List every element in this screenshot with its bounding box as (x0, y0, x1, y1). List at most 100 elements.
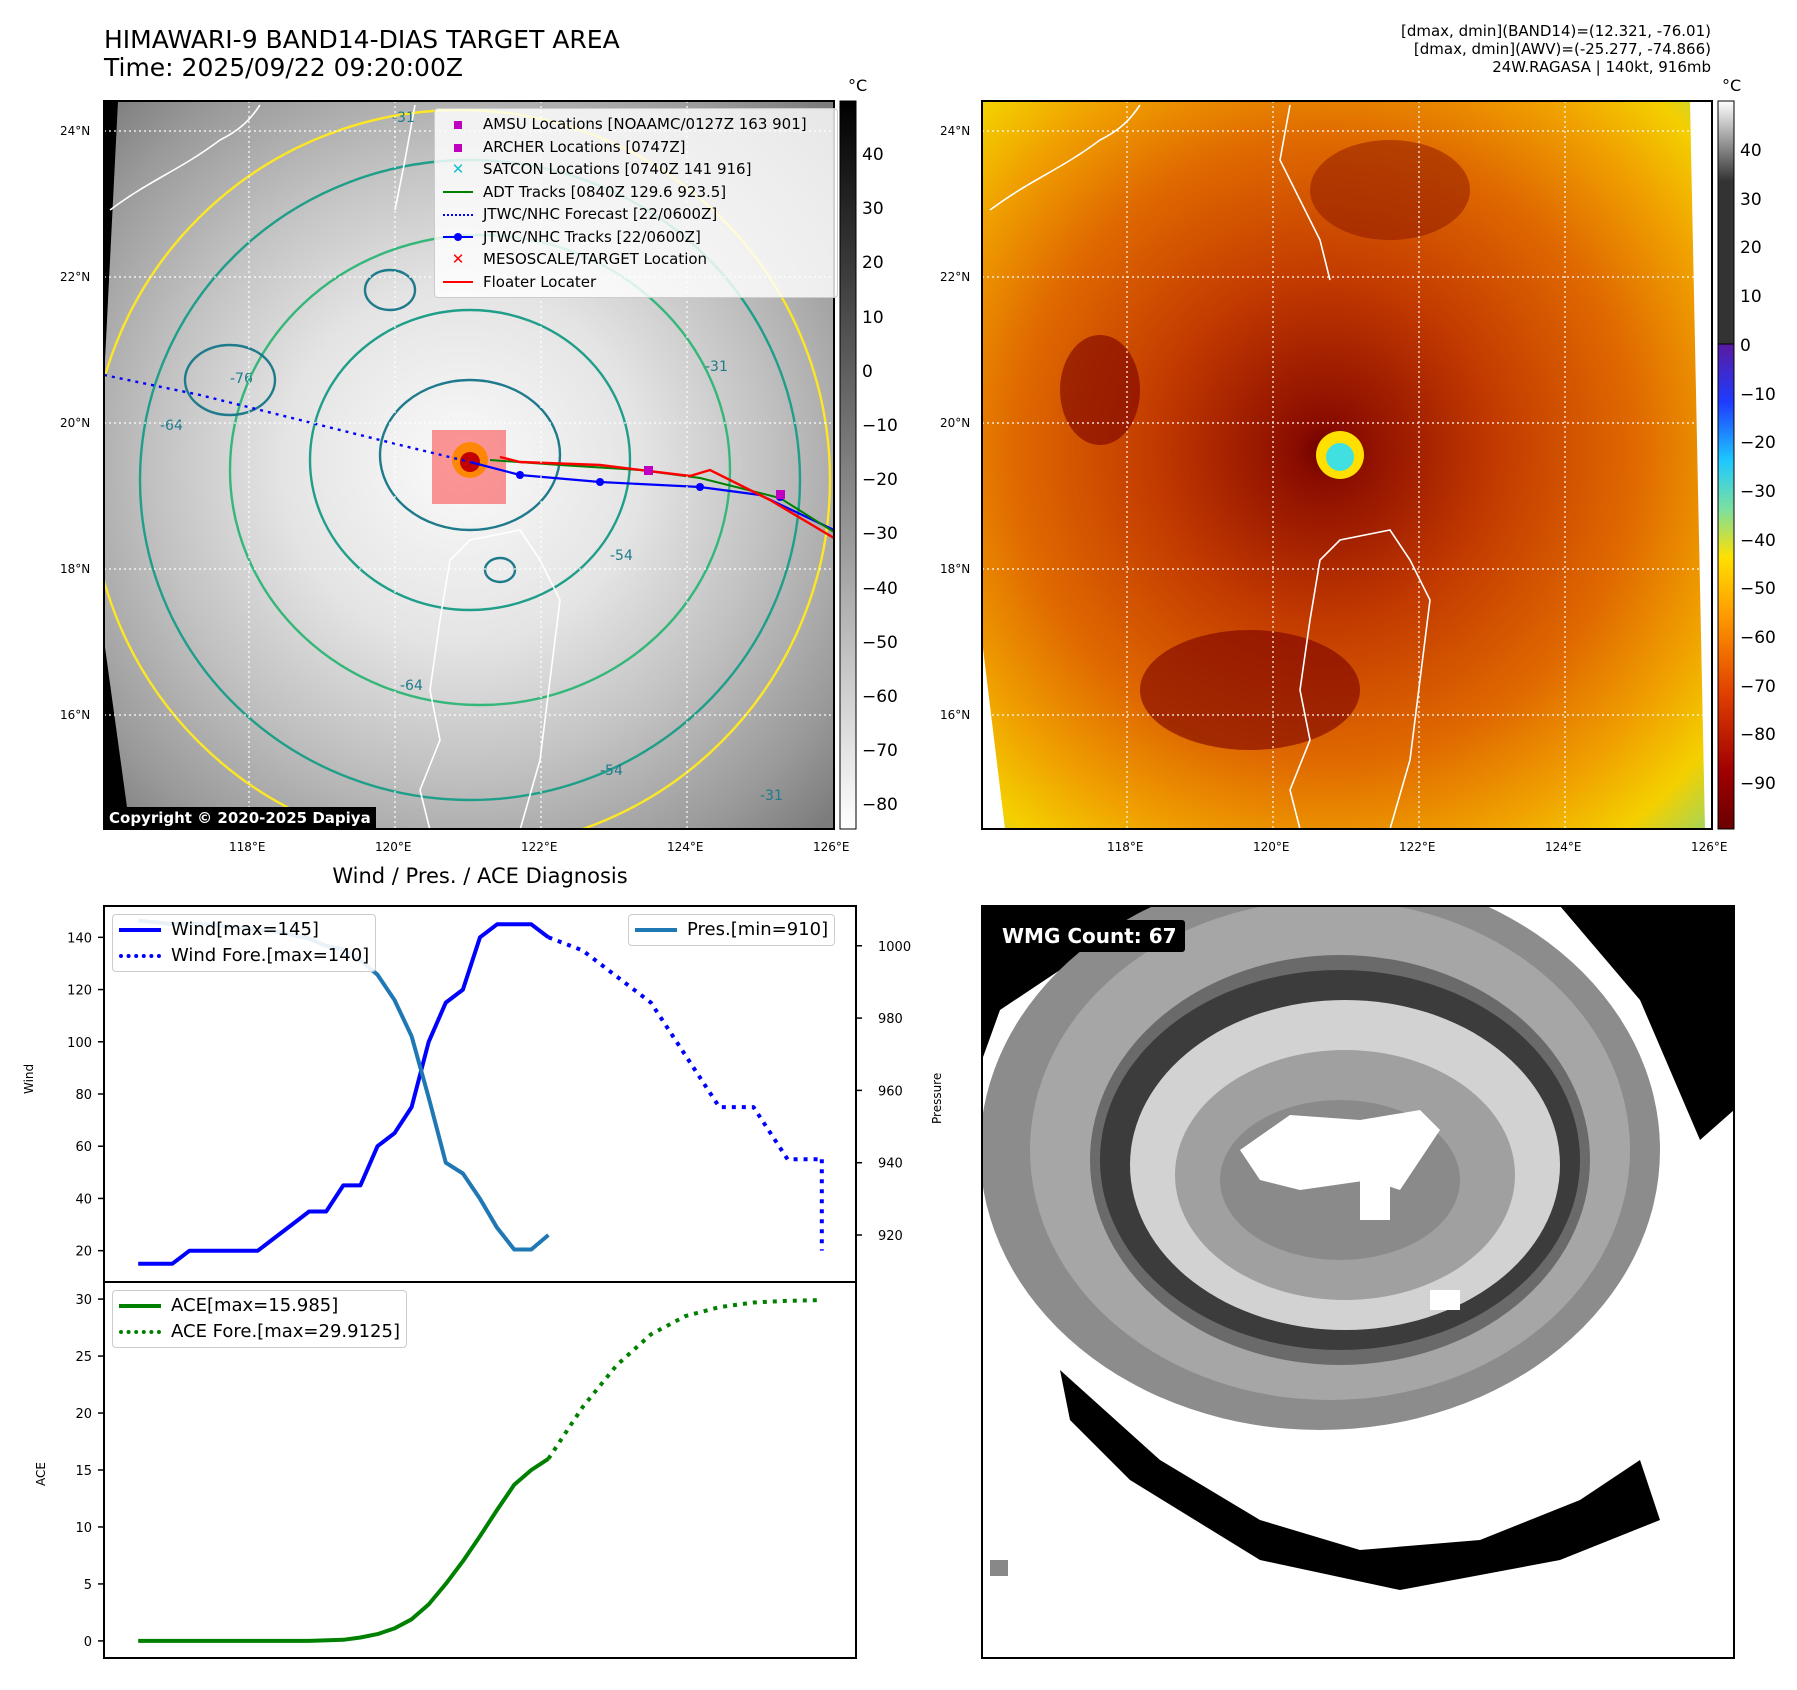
legend-line-icon (119, 1330, 161, 1334)
lon-label-right: 126°E (1691, 840, 1728, 854)
chart-legend-item: ACE[max=15.985] (119, 1293, 400, 1319)
right-colorbar-cold (1717, 343, 1735, 830)
map-legend-item: ✕ MESOSCALE/TARGET Location (441, 248, 831, 271)
wind-legend: Wind[max=145] Wind Fore.[max=140] (112, 914, 377, 972)
ace-axis-label: ACE (34, 1462, 48, 1486)
y2-tick-label: 960 (878, 1084, 903, 1099)
lat-label-right: 18°N (940, 562, 971, 576)
colorbar-tick-label: 30 (862, 199, 884, 220)
y-tick-label: 120 (67, 984, 92, 999)
colorbar-tick-label: −10 (1740, 384, 1776, 405)
contour-label: -76 (230, 371, 253, 387)
lon-label-right: 122°E (1399, 840, 1436, 854)
right-ir-image (982, 101, 1712, 829)
pressure-legend: Pres.[min=910] (628, 914, 836, 946)
legend-line-icon (635, 928, 677, 932)
info-line-2: [dmax, dmin](AWV)=(-25.277, -74.866) (1413, 40, 1711, 58)
map-legend: AMSU Locations [NOAAMC/0127Z 163 901] ARC… (434, 108, 838, 298)
copyright-label: Copyright © 2020-2025 Dapiya (104, 807, 376, 829)
colorbar-tick-label: −70 (1740, 676, 1776, 697)
y-tick-label: 0 (84, 1635, 92, 1650)
colorbar-tick-label: −10 (862, 416, 898, 436)
colorbar-tick-label: −30 (1740, 481, 1776, 502)
y2-tick-label: 920 (878, 1229, 903, 1244)
title-line-2: Time: 2025/09/22 09:20:00Z (104, 53, 463, 82)
legend-marker-icon (441, 226, 475, 249)
y-tick-label: 30 (75, 1293, 92, 1308)
lon-label-left: 126°E (813, 840, 850, 854)
wind-axis-label: Wind (22, 1063, 36, 1094)
y-tick-label: 40 (75, 1192, 92, 1207)
lat-label-right: 24°N (940, 124, 971, 138)
title-line-1: HIMAWARI-9 BAND14-DIAS TARGET AREA (104, 25, 620, 54)
y-tick-label: 140 (67, 931, 92, 946)
lat-label-left: 24°N (60, 124, 91, 138)
colorbar-tick-label: −50 (862, 632, 898, 653)
contour-label: -64 (160, 418, 183, 434)
legend-label: SATCON Locations [0740Z 141 916] (483, 160, 752, 178)
diagnosis-title: Wind / Pres. / ACE Diagnosis (332, 864, 628, 888)
colorbar-tick-label: −40 (862, 578, 898, 599)
map-legend-item: Floater Locater (441, 271, 831, 294)
legend-label: AMSU Locations [NOAAMC/0127Z 163 901] (483, 115, 807, 133)
right-colorbar-unit: °C (1722, 76, 1742, 95)
legend-label: ACE[max=15.985] (171, 1295, 339, 1316)
chart-legend-item: Wind Fore.[max=140] (119, 943, 369, 969)
y-tick-label: 20 (75, 1407, 92, 1422)
chart-legend-item: Pres.[min=910] (635, 917, 828, 943)
y-tick-label: 5 (84, 1578, 92, 1593)
y-tick-label: 100 (67, 1036, 92, 1051)
contour-label: -31 (760, 788, 783, 804)
legend-label: Pres.[min=910] (687, 919, 829, 940)
contour-label: -54 (610, 548, 633, 564)
pressure-axis-label: Pressure (930, 1072, 944, 1124)
lat-label-left: 18°N (60, 562, 91, 576)
colorbar-tick-label: 0 (862, 361, 873, 382)
right-colorbar-warm (1717, 100, 1735, 345)
legend-label: Wind[max=145] (171, 919, 319, 940)
map-legend-item: JTWC/NHC Tracks [22/0600Z] (441, 226, 831, 249)
lat-label-left: 20°N (60, 416, 91, 430)
colorbar-tick-label: 20 (862, 253, 884, 274)
colorbar-tick-label: −80 (862, 795, 898, 816)
legend-marker-icon (441, 181, 475, 204)
series-line (138, 1457, 550, 1643)
lon-label-right: 118°E (1107, 840, 1144, 854)
legend-label: JTWC/NHC Tracks [22/0600Z] (483, 227, 701, 246)
colorbar-tick-label: 40 (862, 145, 884, 165)
map-legend-item: ARCHER Locations [0747Z] (441, 136, 831, 159)
left-colorbar (839, 100, 857, 830)
legend-marker-icon: ✕ (451, 250, 465, 268)
ace-legend: ACE[max=15.985] ACE Fore.[max=29.9125] (112, 1290, 407, 1348)
lon-label-left: 118°E (229, 840, 266, 854)
legend-label: MESOSCALE/TARGET Location (483, 250, 708, 268)
legend-label: ACE Fore.[max=29.9125] (171, 1321, 400, 1342)
left-colorbar-unit: °C (848, 76, 868, 95)
colorbar-tick-label: 20 (1740, 238, 1762, 259)
contour-label: -54 (600, 763, 623, 779)
colorbar-tick-label: −30 (862, 524, 898, 545)
legend-label: ARCHER Locations [0747Z] (483, 137, 686, 156)
lon-label-left: 120°E (375, 840, 412, 854)
y-tick-label: 20 (75, 1245, 92, 1260)
storm-info: [dmax, dmin](BAND14)=(12.321, -76.01) [d… (1401, 22, 1711, 76)
y2-tick-label: 980 (878, 1012, 903, 1027)
y-tick-label: 15 (75, 1464, 92, 1479)
legend-label: Floater Locater (483, 272, 597, 291)
colorbar-tick-label: −60 (862, 687, 898, 707)
chart-legend-item: Wind[max=145] (119, 917, 369, 943)
legend-label: JTWC/NHC Forecast [22/0600Z] (483, 205, 718, 223)
lat-label-left: 16°N (60, 708, 91, 722)
wmg-count-badge: WMG Count: 67 (994, 920, 1185, 952)
figure-title: HIMAWARI-9 BAND14-DIAS TARGET AREA Time:… (104, 26, 620, 82)
legend-marker-icon (441, 203, 475, 226)
legend-line-icon (119, 954, 161, 958)
diagnosis-chart-layer: 20 40 60 80 100 120 140 920 940 960 980 1000 0 5 10 15 2… (67, 918, 911, 1650)
contour-label: -31 (705, 359, 728, 375)
colorbar-tick-label: −20 (1740, 433, 1776, 454)
colorbar-tick-label: 0 (1740, 335, 1751, 356)
legend-label: Wind Fore.[max=140] (171, 945, 370, 966)
lat-label-right: 16°N (940, 708, 971, 722)
chart-legend-item: ACE Fore.[max=29.9125] (119, 1319, 400, 1345)
